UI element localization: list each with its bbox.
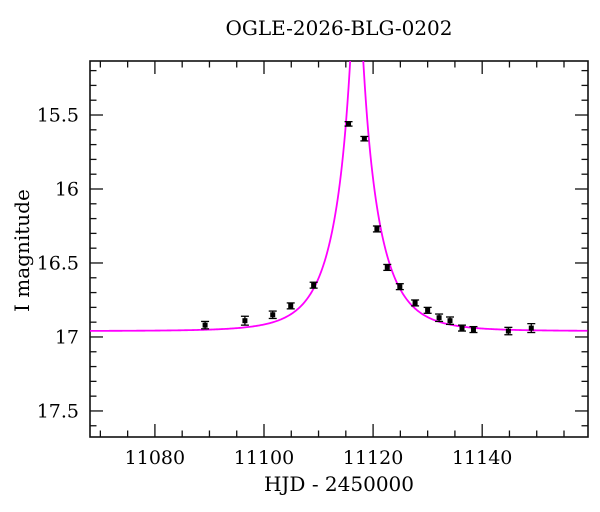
plot-frame [89, 60, 589, 438]
data-point [527, 323, 536, 334]
data-point [240, 315, 249, 326]
x-axis-label: HJD - 2450000 [263, 472, 415, 496]
data-point [411, 299, 420, 307]
data-point [360, 135, 369, 142]
tick-labels: 11080 11100 11120 11140 15.5 16 16.5 17 17.5 [37, 105, 513, 469]
y-tick-label: 15.5 [37, 105, 79, 127]
data-point [395, 283, 404, 291]
y-tick-label: 16 [55, 178, 79, 200]
y-tick-label: 17 [55, 326, 79, 348]
model-light-curve [90, 61, 588, 332]
data-point [435, 313, 444, 323]
data-point [344, 121, 353, 127]
data-point [372, 225, 381, 233]
data-point [383, 263, 392, 272]
x-tick-label: 11140 [452, 447, 512, 469]
data-point [268, 310, 277, 320]
y-tick-label: 17.5 [37, 400, 79, 422]
y-tick-label: 16.5 [37, 252, 79, 274]
axis-ticks [90, 61, 588, 437]
data-points [201, 121, 536, 336]
data-point [458, 324, 466, 332]
x-tick-label: 11100 [234, 447, 294, 469]
data-point [201, 320, 210, 330]
data-point [423, 306, 432, 314]
data-point [446, 316, 454, 326]
data-point [309, 281, 318, 289]
data-point [504, 326, 513, 336]
chart-title: OGLE-2026-BLG-0202 [225, 16, 453, 40]
x-tick-label: 11080 [125, 447, 185, 469]
data-point [286, 302, 295, 310]
x-tick-label: 11120 [343, 447, 403, 469]
data-point [469, 325, 478, 334]
